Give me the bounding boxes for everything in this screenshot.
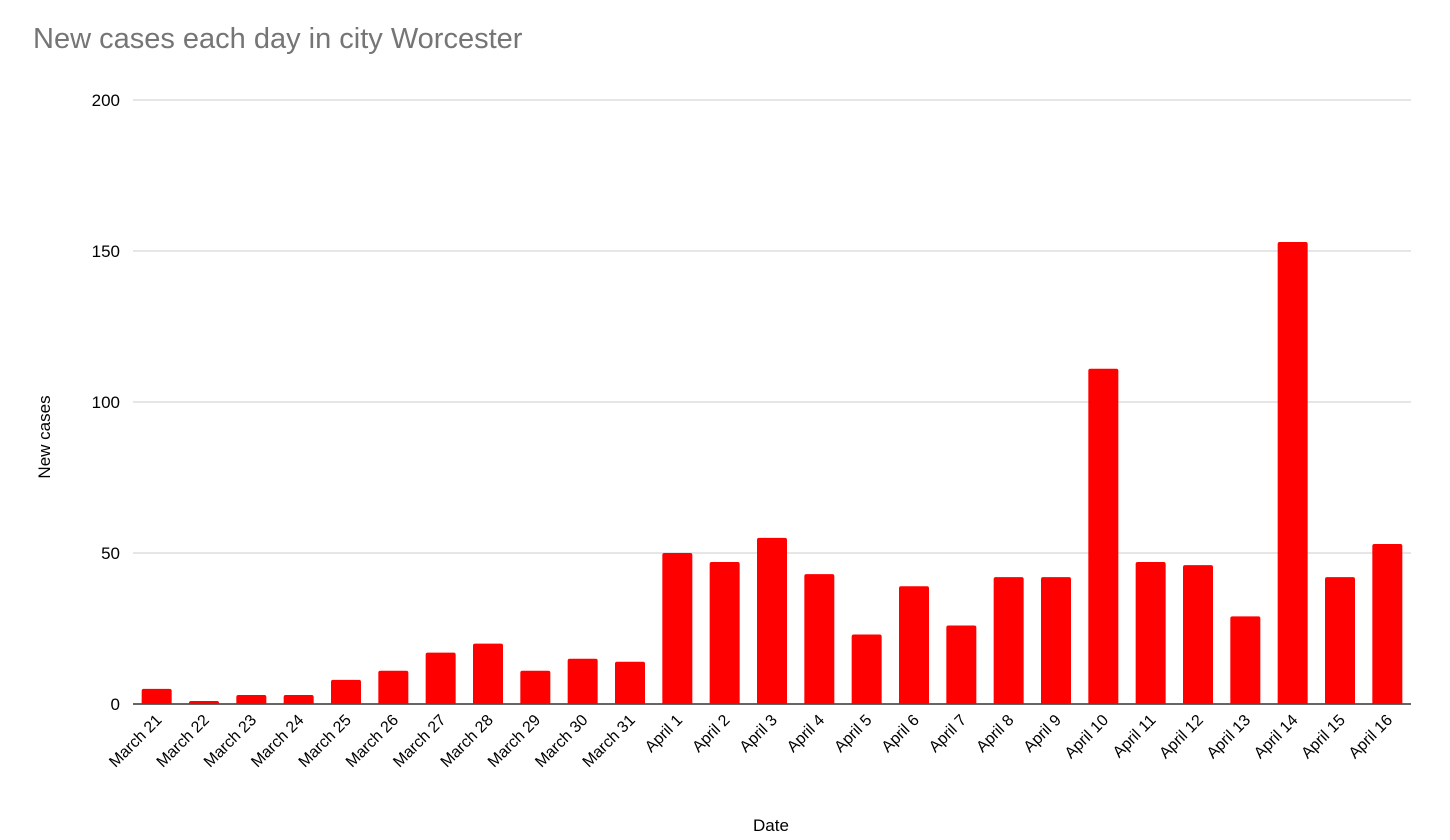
bar (1325, 577, 1355, 704)
bar (1088, 368, 1119, 704)
x-tick-label: April 4 (784, 712, 828, 756)
x-tick-label: March 31 (580, 712, 639, 771)
bar (662, 553, 693, 704)
x-tick-label: April 2 (689, 712, 733, 756)
bar (378, 670, 409, 704)
x-tick-label: April 10 (1062, 712, 1112, 762)
bar (851, 634, 882, 704)
bar (757, 537, 787, 704)
y-tick-label: 200 (92, 91, 120, 110)
x-tick-label: April 11 (1110, 712, 1160, 762)
bar (567, 658, 598, 704)
x-tick-label: April 5 (831, 712, 875, 756)
y-axis-label: New cases (35, 395, 54, 478)
x-tick-label: April 12 (1156, 712, 1206, 762)
chart-title: New cases each day in city Worcester (33, 23, 523, 55)
bar (520, 670, 551, 704)
bar (425, 652, 456, 704)
x-tick-label: April 15 (1298, 712, 1348, 762)
bar (1041, 577, 1071, 704)
y-tick-label: 100 (92, 393, 120, 412)
x-tick-label: April 3 (737, 712, 781, 756)
bar (1372, 543, 1403, 704)
bar (804, 574, 835, 704)
x-tick-label: April 8 (973, 712, 1017, 756)
y-tick-label: 0 (111, 695, 120, 714)
bar (709, 562, 740, 704)
y-tick-label: 50 (101, 544, 120, 563)
bar (946, 625, 977, 704)
bar (899, 586, 929, 704)
x-tick-label: April 9 (1021, 712, 1065, 756)
x-tick-label: April 6 (879, 712, 923, 756)
bar (1135, 562, 1166, 704)
x-tick-label: April 1 (642, 712, 686, 756)
x-tick-label: April 13 (1204, 712, 1254, 762)
bar (1277, 241, 1308, 704)
bar (473, 643, 503, 704)
y-tick-label: 150 (92, 242, 120, 261)
x-tick-label: April 7 (926, 712, 970, 756)
bar (283, 694, 314, 704)
x-tick-label: April 14 (1251, 712, 1301, 762)
bar (1230, 616, 1261, 704)
bar (141, 688, 172, 704)
bar (993, 577, 1024, 704)
bar (236, 694, 267, 704)
x-axis-label: Date (753, 816, 789, 835)
bar (331, 679, 361, 704)
x-tick-label: April 16 (1346, 712, 1396, 762)
bar (615, 661, 645, 704)
bar (189, 700, 219, 704)
bar (1183, 565, 1213, 704)
